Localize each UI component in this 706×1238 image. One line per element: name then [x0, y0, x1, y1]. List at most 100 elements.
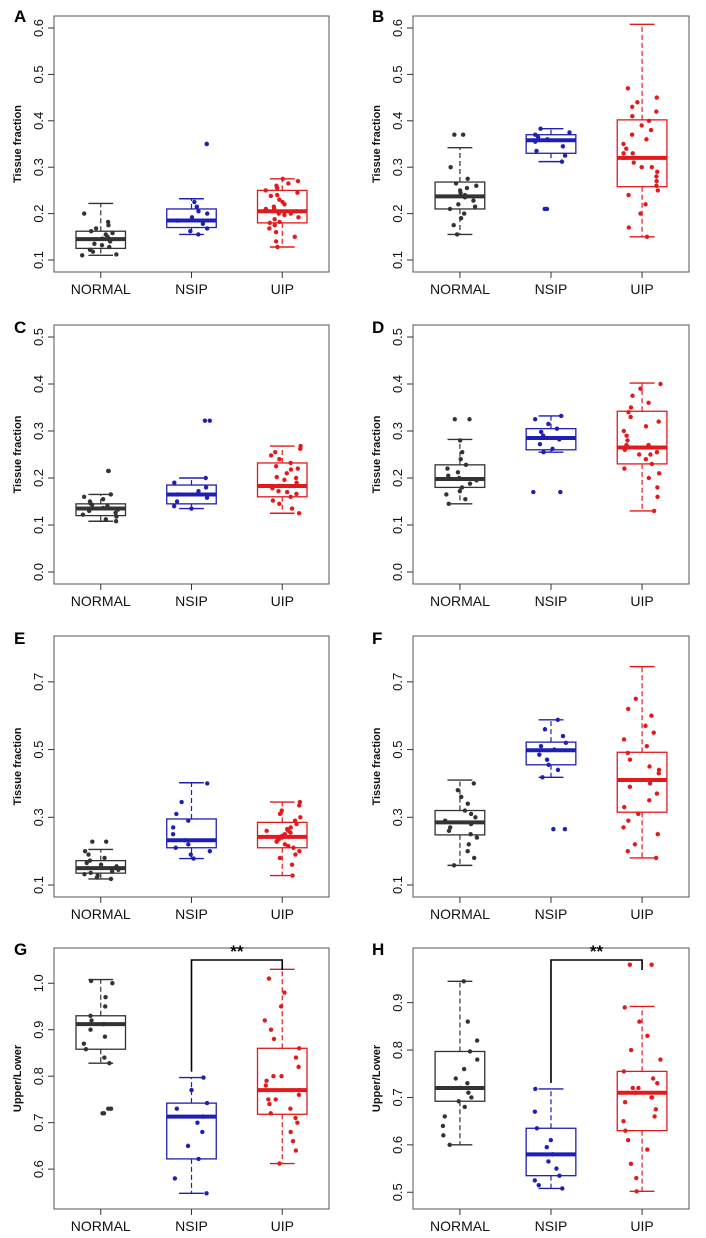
- data-point: [459, 485, 465, 490]
- x-tick-label: NSIP: [535, 281, 568, 297]
- y-tick-label: 0.3: [31, 422, 46, 440]
- data-point: [643, 457, 649, 462]
- panel-label: C: [14, 318, 26, 337]
- data-point: [455, 470, 461, 475]
- box-nsip: [166, 781, 217, 861]
- data-point: [293, 475, 299, 481]
- data-point: [550, 1152, 555, 1157]
- data-point: [630, 1085, 635, 1091]
- x-tick-label: NSIP: [535, 593, 568, 609]
- data-point: [653, 855, 659, 861]
- data-point: [279, 1073, 284, 1079]
- data-point: [275, 192, 280, 198]
- data-point: [621, 825, 626, 830]
- data-point: [629, 132, 635, 137]
- data-point: [649, 1095, 654, 1100]
- data-point: [538, 126, 543, 131]
- box-nsip: [166, 141, 217, 237]
- data-point: [651, 730, 656, 735]
- data-point: [441, 1133, 446, 1138]
- iqr-box: [616, 751, 668, 813]
- data-point: [271, 1073, 276, 1079]
- data-point: [288, 211, 293, 216]
- data-point: [293, 1148, 299, 1153]
- box-nsip: [525, 126, 577, 212]
- y-tick-label: 0.6: [390, 1136, 405, 1154]
- data-point: [647, 781, 653, 786]
- data-point: [460, 132, 466, 137]
- data-point: [625, 848, 630, 854]
- box-normal: [434, 779, 486, 868]
- data-point: [289, 862, 295, 867]
- panel-C: C 0.0 0.1 0.2 0.3 0.4 0.5 Tissue fraction NORMAL…: [12, 318, 330, 609]
- y-axis-title: Tissue fraction: [371, 105, 383, 183]
- data-point: [291, 845, 296, 850]
- data-point: [294, 480, 299, 485]
- panel-F: F 0.1 0.3 0.5 0.7 Tissue fraction NORMAL NSIP UI…: [371, 629, 690, 922]
- data-point: [87, 247, 93, 252]
- data-point: [461, 1066, 467, 1072]
- data-point: [295, 1120, 300, 1125]
- y-axis-title: Upper/Lower: [12, 1044, 24, 1112]
- data-point: [272, 216, 277, 222]
- data-point: [542, 727, 548, 732]
- data-point: [638, 211, 643, 216]
- data-point: [467, 481, 473, 486]
- box-normal: [434, 132, 486, 237]
- data-point: [81, 494, 87, 499]
- data-point: [654, 109, 659, 114]
- box-uip: [616, 381, 668, 514]
- data-point: [538, 743, 544, 749]
- data-point: [87, 499, 93, 504]
- data-point: [297, 1046, 302, 1051]
- significance-bracket: **: [190, 942, 284, 1072]
- data-point: [455, 788, 460, 793]
- data-point: [636, 452, 642, 457]
- data-point: [621, 155, 627, 161]
- y-tick-label: 0.6: [31, 1160, 46, 1178]
- data-point: [290, 1139, 296, 1144]
- data-point: [84, 860, 89, 866]
- data-point: [201, 1075, 206, 1080]
- data-point: [634, 1189, 639, 1194]
- data-point: [274, 183, 279, 188]
- data-point: [103, 517, 109, 522]
- y-tick-label: 0.5: [390, 1183, 405, 1201]
- data-point: [643, 723, 648, 729]
- data-point: [655, 1081, 660, 1086]
- data-point: [474, 1038, 480, 1043]
- data-point: [456, 202, 461, 207]
- data-point: [296, 511, 302, 516]
- y-axis-title: Tissue fraction: [371, 727, 383, 805]
- data-point: [653, 1107, 659, 1112]
- data-point: [106, 1106, 111, 1111]
- data-point: [474, 478, 479, 483]
- box-uip: [256, 799, 308, 878]
- plot-frame: [53, 324, 330, 585]
- data-point: [280, 199, 285, 205]
- box-uip: [616, 665, 668, 861]
- data-point: [172, 1176, 178, 1181]
- data-point: [622, 804, 627, 810]
- data-point: [533, 1086, 538, 1092]
- x-tick-label: NSIP: [175, 281, 208, 297]
- data-point: [113, 510, 118, 515]
- x-tick-label: NORMAL: [430, 1218, 490, 1234]
- y-tick-label: 0.6: [31, 19, 46, 37]
- data-point: [288, 467, 294, 472]
- data-point: [562, 826, 568, 832]
- x-tick-label: NSIP: [175, 1218, 208, 1234]
- data-point: [171, 504, 177, 509]
- data-point: [462, 808, 468, 813]
- data-point: [273, 464, 279, 469]
- data-point: [623, 1128, 628, 1133]
- data-point: [278, 1004, 284, 1009]
- data-point: [649, 461, 655, 467]
- y-tick-label: 0.1: [390, 876, 405, 894]
- data-point: [267, 1101, 272, 1107]
- data-point: [552, 747, 557, 752]
- data-point: [559, 159, 565, 164]
- data-point: [621, 151, 626, 156]
- y-tick-label: 0.2: [31, 205, 46, 223]
- data-point: [279, 808, 284, 813]
